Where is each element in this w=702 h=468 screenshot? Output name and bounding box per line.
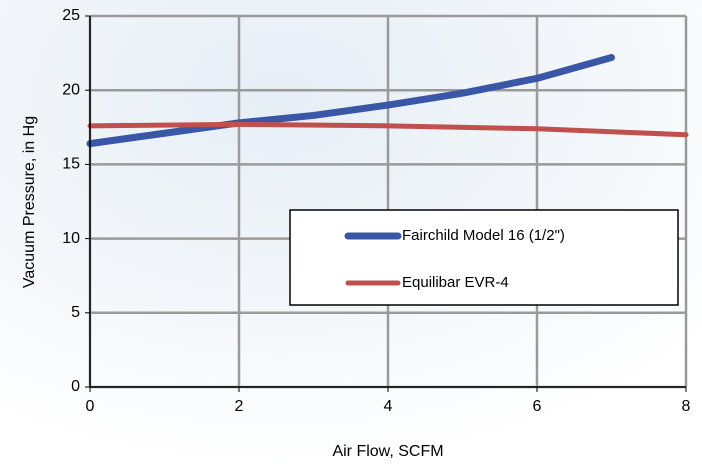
y-tick-label: 0 bbox=[71, 378, 80, 395]
x-axis-label: Air Flow, SCFM bbox=[332, 443, 443, 460]
x-tick-label: 2 bbox=[235, 398, 244, 415]
legend-label: Equilibar EVR-4 bbox=[402, 274, 509, 291]
y-tick-label: 20 bbox=[62, 81, 80, 98]
y-tick-label: 5 bbox=[71, 304, 80, 321]
y-tick-label: 25 bbox=[62, 7, 80, 24]
y-tick-label: 15 bbox=[62, 156, 80, 173]
x-tick-label: 0 bbox=[86, 398, 95, 415]
y-axis-label: Vacuum Pressure, in Hg bbox=[21, 116, 38, 288]
y-tick-label: 10 bbox=[62, 230, 80, 247]
data-line bbox=[87, 121, 689, 138]
x-tick-label: 6 bbox=[533, 398, 542, 415]
data-line bbox=[86, 54, 615, 148]
legend-box bbox=[289, 209, 679, 306]
legend-label: Fairchild Model 16 (1/2") bbox=[402, 227, 565, 244]
x-tick-label: 8 bbox=[682, 398, 691, 415]
x-tick-label: 4 bbox=[384, 398, 393, 415]
